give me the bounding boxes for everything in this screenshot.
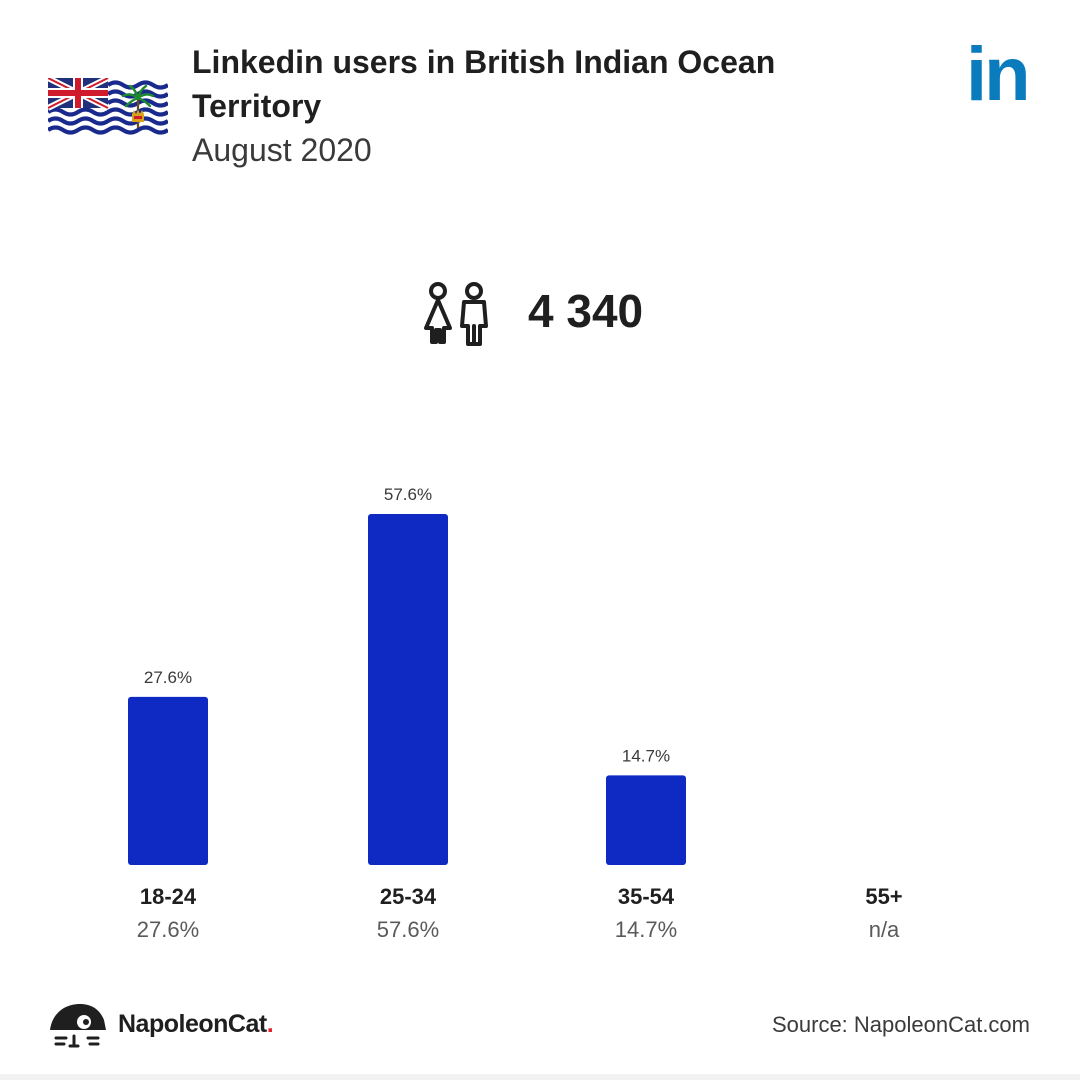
age-bar-chart: 27.6% 57.6% 14.7% <box>0 440 1080 880</box>
chart-title: Linkedin users in British Indian Ocean T… <box>192 44 776 124</box>
bar-35-54 <box>606 775 686 865</box>
biot-flag-icon <box>48 78 168 138</box>
users-icon <box>424 282 488 346</box>
chart-subtitle: August 2020 <box>192 132 372 168</box>
category-value: 14.7% <box>614 917 678 942</box>
category-label: 55+ <box>865 884 903 909</box>
bars-svg: 27.6% 57.6% 14.7% <box>128 485 686 865</box>
bar-value-label: 27.6% <box>144 668 192 687</box>
bottom-strip <box>0 1074 1080 1080</box>
total-users-value: 4 340 <box>528 285 644 337</box>
category-label: 35-54 <box>617 884 675 909</box>
category-value: 27.6% <box>136 917 200 942</box>
category-label: 18-24 <box>139 884 197 909</box>
bar-value-label: 14.7% <box>622 746 670 765</box>
napoleoncat-cat-icon <box>50 1004 106 1048</box>
brand-name: NapoleonCat. <box>118 1010 274 1038</box>
brand-dot: . <box>266 1010 274 1038</box>
category-value: n/a <box>868 917 900 942</box>
source-text: Source: NapoleonCat.com <box>771 1012 1030 1037</box>
category-label: 25-34 <box>379 884 437 909</box>
category-value: 57.6% <box>376 917 440 942</box>
bar-value-label: 57.6% <box>384 485 432 504</box>
linkedin-logo-icon: in <box>966 32 1031 117</box>
bar-18-24 <box>128 696 208 865</box>
bar-25-34 <box>368 514 448 865</box>
